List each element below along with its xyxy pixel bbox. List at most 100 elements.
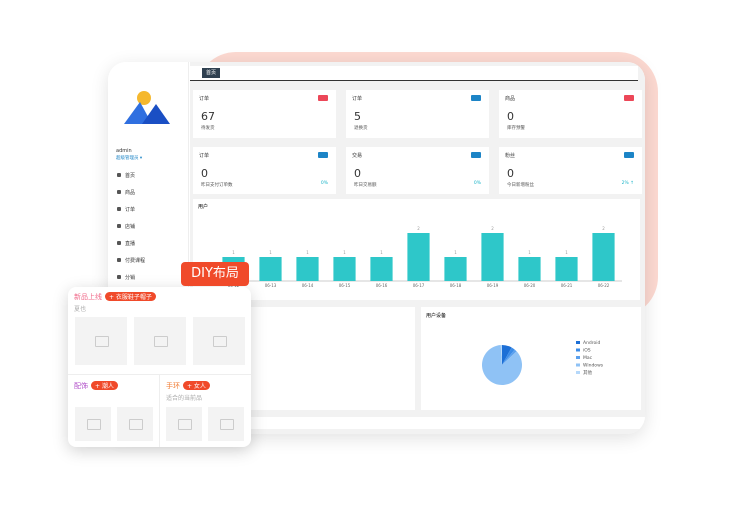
user-role[interactable]: 超级管理员 ▾ <box>116 156 143 161</box>
card-value: 0 <box>201 167 208 180</box>
x-tick-label: 06-14 <box>302 283 314 288</box>
card-change: 0% <box>320 181 328 186</box>
title: 手环 <box>166 382 180 390</box>
bar <box>333 257 356 281</box>
chart-title: 用户设备 <box>426 313 447 319</box>
menu-item[interactable]: 分销 <box>125 275 136 281</box>
menu-icon <box>117 224 121 228</box>
image <box>75 317 127 365</box>
legend-label: Windows <box>583 363 604 369</box>
bar <box>296 257 319 281</box>
value-label: 2 <box>491 226 494 231</box>
legend-swatch <box>576 341 580 344</box>
card-label: 待发货 <box>201 126 215 131</box>
footer-bar <box>190 417 645 429</box>
menu-item[interactable]: 订单 <box>125 207 136 213</box>
value-label: 2 <box>417 226 420 231</box>
image <box>193 317 245 365</box>
tag[interactable]: + 女人 <box>183 381 210 390</box>
legend-label: Android <box>583 340 601 346</box>
tag[interactable]: + 衣服鞋子帽子 <box>105 292 156 301</box>
tag[interactable]: + 潮人 <box>91 381 118 390</box>
card-label: 今日新增粉丝 <box>507 183 534 188</box>
stat-card: 粉丝 0 今日新增粉丝 2% ↑ <box>499 147 642 194</box>
bar <box>259 257 282 281</box>
card-value: 0 <box>354 167 361 180</box>
title: 配饰 <box>74 382 88 390</box>
value-label: 1 <box>380 250 383 255</box>
bar <box>444 257 467 281</box>
stat-card: 交易 0 昨日交易额 0% <box>346 147 489 194</box>
menu-icon <box>117 207 121 211</box>
image <box>134 317 186 365</box>
pie-slice <box>502 345 512 365</box>
card-title: 订单 <box>352 96 363 102</box>
pie-slice <box>502 349 517 365</box>
value-label: 1 <box>454 250 457 255</box>
card-badge <box>471 152 481 158</box>
stat-card: 商品 0 库存预警 <box>499 90 642 138</box>
menu-icon <box>117 241 121 245</box>
bar <box>592 233 615 281</box>
tab-bar: 首页 <box>190 66 638 81</box>
card-title: 商品 <box>505 96 516 102</box>
pie-slice <box>500 345 502 365</box>
menu-icon <box>117 173 121 177</box>
bar <box>518 257 541 281</box>
pie-slice <box>482 345 523 386</box>
dashboard: admin 超级管理员 ▾ 首页 商品 订单 店铺 直播 付费课程 分销 首页 用户 用户设… <box>108 62 645 434</box>
x-tick-label: 06-20 <box>524 283 536 288</box>
menu-item[interactable]: 直播 <box>125 241 136 247</box>
card-badge <box>471 95 481 101</box>
value-label: 2 <box>602 226 605 231</box>
divider <box>159 375 160 447</box>
card-badge <box>318 152 328 158</box>
bar <box>555 257 578 281</box>
card-title: 交易 <box>352 153 363 159</box>
menu-item[interactable]: 店铺 <box>125 224 136 230</box>
x-tick-label: 06-22 <box>598 283 610 288</box>
stat-card: 订单 67 待发货 <box>193 90 336 138</box>
section-title: 配饰 + 潮人 <box>74 381 118 391</box>
card-value: 0 <box>507 167 514 180</box>
value-label: 1 <box>528 250 531 255</box>
legend-swatch <box>576 363 580 367</box>
bar <box>370 257 393 281</box>
content: 首页 用户 用户设备 订单 67 待发货 订单 5 退换货 商品 0 库存预警 订单 0 昨日支付订单… <box>190 62 645 434</box>
x-tick-label: 06-15 <box>339 283 351 288</box>
bar <box>407 233 430 281</box>
legend-swatch <box>576 348 580 352</box>
menu-item[interactable]: 付费课程 <box>125 258 146 264</box>
tab[interactable]: 首页 <box>202 68 221 78</box>
card-label: 库存预警 <box>507 126 525 131</box>
panel <box>250 307 415 410</box>
card-title: 订单 <box>199 96 210 102</box>
card-value: 67 <box>201 110 215 123</box>
card-value: 0 <box>507 110 514 123</box>
card-title: 粉丝 <box>505 153 516 159</box>
card-badge <box>624 95 634 101</box>
diy-badge: DIY布局 <box>181 262 249 286</box>
divider <box>68 374 251 375</box>
menu-item[interactable]: 首页 <box>125 173 136 179</box>
menu-item[interactable]: 商品 <box>125 190 136 196</box>
x-tick-label: 06-13 <box>265 283 277 288</box>
card-title: 订单 <box>199 153 210 159</box>
image <box>117 407 153 441</box>
card-change: 0% <box>473 181 481 186</box>
legend-swatch <box>576 356 580 359</box>
value-label: 1 <box>269 250 272 255</box>
pie-slice <box>502 347 515 365</box>
legend-swatch <box>576 371 580 374</box>
logo <box>124 91 170 124</box>
image <box>166 407 202 441</box>
subtitle: 适合的当前品 <box>166 395 203 402</box>
menu-icon <box>117 190 121 194</box>
menu-icon <box>117 258 121 262</box>
chart-title: 用户 <box>198 204 209 210</box>
legend-label: iOS <box>583 348 591 354</box>
x-tick-label: 06-16 <box>376 283 388 288</box>
subtitle: 夏也 <box>74 306 87 313</box>
stat-card: 订单 0 昨日支付订单数 0% <box>193 147 336 194</box>
